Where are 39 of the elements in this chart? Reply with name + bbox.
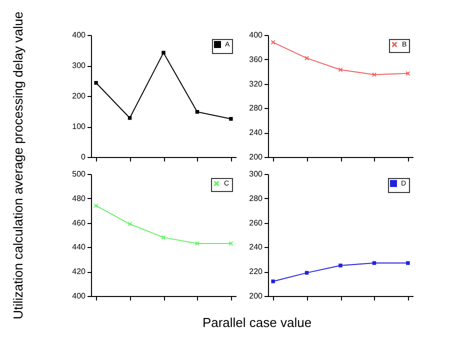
- y-tick-label: 200: [249, 152, 264, 162]
- y-tick-label: 500: [72, 170, 86, 178]
- point: [372, 261, 376, 265]
- y-tick-label: 360: [249, 54, 264, 64]
- x-axis-title: Parallel case value: [201, 315, 313, 330]
- point: [338, 264, 342, 268]
- y-tick-label: 200: [249, 292, 264, 300]
- y-tick-label: 420: [72, 267, 86, 276]
- y-tick-label: 300: [72, 61, 86, 70]
- point: [128, 116, 132, 120]
- y-tick-label: 460: [72, 218, 86, 228]
- y-tick-label: 100: [72, 122, 86, 131]
- y-tick-label: 260: [249, 218, 264, 228]
- point: [229, 117, 233, 121]
- point: [304, 56, 310, 60]
- point: [372, 72, 377, 77]
- y-tick-label: 0: [81, 152, 86, 162]
- y-tick-label: 400: [72, 292, 86, 300]
- y-tick-label: 240: [249, 128, 264, 138]
- y-tick-label: 280: [249, 194, 264, 203]
- y-tick-label: 220: [249, 267, 264, 276]
- point: [194, 241, 200, 246]
- y-tick-label: 400: [249, 30, 264, 40]
- point: [271, 279, 275, 284]
- point: [94, 81, 98, 85]
- point: [127, 222, 132, 226]
- y-tick-label: 300: [249, 170, 264, 178]
- y-axis-title: Utilization calculation average processing delay value: [10, 11, 26, 319]
- point: [161, 235, 166, 240]
- y-tick-label: 200: [72, 92, 86, 100]
- y-tick-label: 320: [249, 79, 264, 88]
- point: [338, 67, 343, 72]
- y-tick-label: 280: [249, 104, 264, 113]
- y-tick-label: 440: [72, 242, 86, 252]
- y-tick-label: 240: [249, 242, 264, 252]
- point: [406, 261, 410, 265]
- y-tick-label: 480: [72, 194, 86, 203]
- point: [162, 50, 166, 55]
- y-tick-label: 400: [72, 30, 86, 40]
